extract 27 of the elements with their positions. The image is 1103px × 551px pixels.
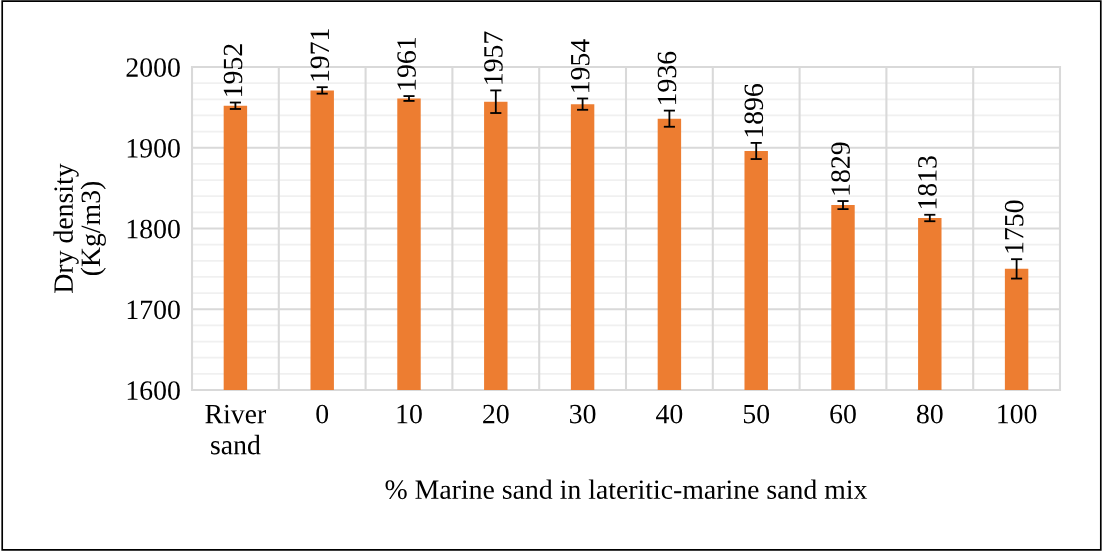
y-tick-label: 1600: [127, 381, 180, 400]
x-tick-label: 20: [483, 404, 509, 424]
x-tick-label: 40: [656, 404, 683, 424]
data-label: 1813: [918, 156, 937, 209]
data-label: 1971: [310, 29, 330, 81]
data-label: 1896: [744, 84, 764, 137]
x-tick-label: 30: [570, 404, 596, 424]
y-tick-label: 1900: [127, 138, 180, 158]
data-label: 1957: [484, 31, 503, 84]
y-tick-label: 1700: [127, 300, 180, 320]
x-tick-label: 50: [743, 404, 770, 424]
x-tick-label: River sand: [205, 404, 267, 455]
y-tick-label: 1800: [127, 219, 180, 239]
x-axis-title: % Marine sand in lateritic-marine sand mix: [385, 479, 868, 500]
x-tick-label: 60: [830, 404, 856, 424]
data-label: 1952: [223, 44, 243, 96]
data-label: 1954: [570, 39, 590, 92]
data-label: 1750: [1004, 200, 1024, 253]
x-tick-label: 80: [916, 404, 943, 424]
x-tick-label: 100: [998, 404, 1037, 424]
y-axis-title: Dry density (Kg/m3): [53, 163, 106, 293]
x-tick-label: 10: [397, 404, 422, 424]
data-label: 1936: [657, 51, 677, 104]
data-label: 1829: [831, 142, 850, 195]
data-label: 1961: [397, 38, 416, 90]
y-tick-label: 2000: [126, 58, 180, 77]
x-tick-label: 0: [316, 404, 329, 424]
